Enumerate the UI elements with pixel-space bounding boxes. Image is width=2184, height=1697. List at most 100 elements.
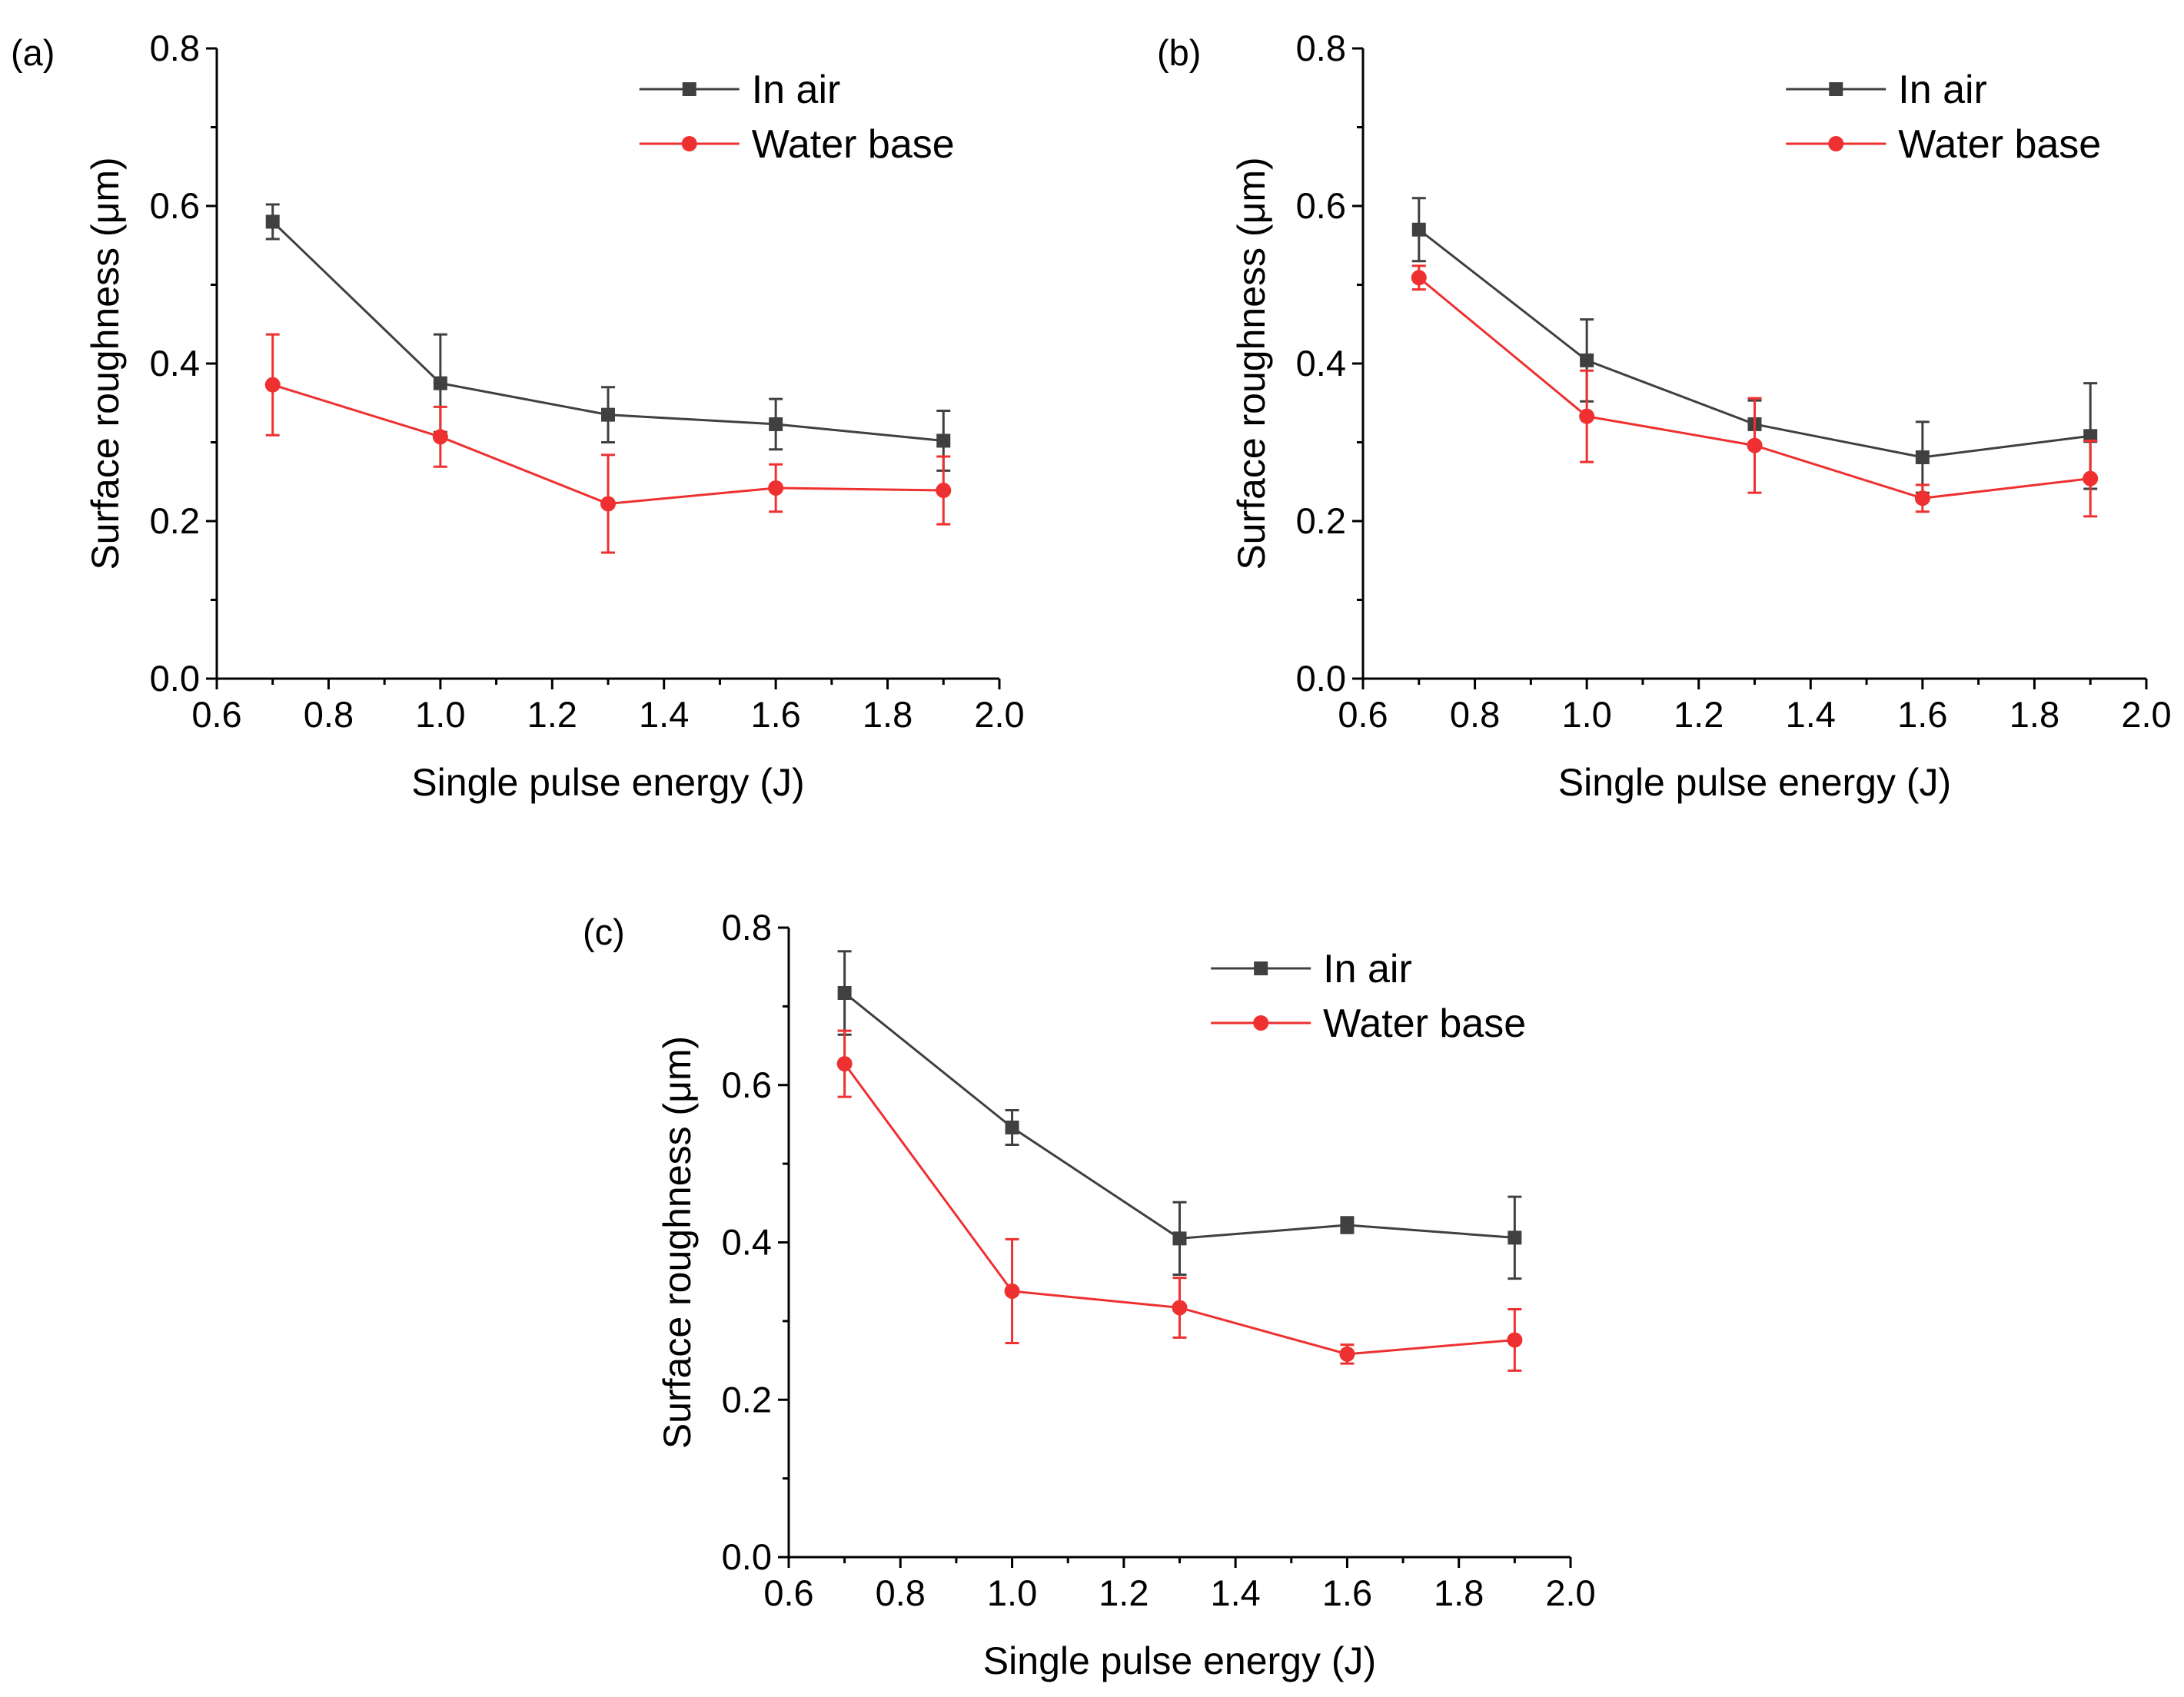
legend-label: In air bbox=[1898, 68, 1987, 112]
y-tick-label: 0.0 bbox=[150, 658, 200, 699]
x-tick-label: 1.2 bbox=[1099, 1572, 1149, 1613]
y-tick-label: 0.4 bbox=[722, 1222, 772, 1263]
legend-label: In air bbox=[752, 68, 841, 112]
data-point bbox=[601, 407, 615, 422]
data-point bbox=[1411, 270, 1427, 286]
legend-marker bbox=[1829, 82, 1843, 96]
data-point bbox=[1340, 1217, 1355, 1232]
data-point bbox=[1339, 1346, 1355, 1362]
data-point bbox=[1915, 450, 1930, 464]
y-tick-label: 0.8 bbox=[1296, 28, 1346, 68]
series-in-air bbox=[837, 950, 1522, 1280]
x-axis-title: Single pulse energy (J) bbox=[411, 761, 804, 804]
x-tick-label: 1.6 bbox=[750, 694, 800, 735]
data-point bbox=[769, 417, 783, 431]
data-point bbox=[1172, 1231, 1187, 1246]
x-tick-label: 0.6 bbox=[763, 1572, 813, 1613]
series-water-base bbox=[836, 1029, 1523, 1372]
x-tick-label: 1.2 bbox=[527, 694, 577, 735]
legend-item: In air bbox=[639, 68, 841, 112]
legend-marker bbox=[1828, 136, 1844, 151]
x-axis-title: Single pulse energy (J) bbox=[1558, 761, 1951, 804]
data-point bbox=[768, 480, 784, 496]
legend-label: Water base bbox=[1323, 1001, 1526, 1046]
y-tick-label: 0.4 bbox=[1296, 343, 1346, 384]
y-tick-label: 0.6 bbox=[150, 185, 200, 226]
y-tick-label: 0.2 bbox=[722, 1379, 772, 1420]
x-tick-label: 1.4 bbox=[1210, 1572, 1260, 1613]
data-point bbox=[2083, 470, 2099, 487]
data-point bbox=[936, 433, 951, 448]
legend-item: In air bbox=[1786, 68, 1987, 112]
data-point bbox=[1411, 222, 1426, 237]
legend-item: Water base bbox=[639, 122, 955, 167]
data-point bbox=[600, 496, 616, 512]
data-point bbox=[1172, 1300, 1188, 1316]
y-tick-label: 0.0 bbox=[722, 1536, 772, 1577]
x-tick-label: 1.0 bbox=[1561, 694, 1611, 735]
data-point bbox=[432, 429, 448, 445]
y-axis-title: Surface roughness (μm) bbox=[84, 157, 127, 570]
y-axis-title: Surface roughness (μm) bbox=[1230, 157, 1273, 570]
x-tick-label: 0.6 bbox=[1338, 694, 1388, 735]
y-tick-label: 0.2 bbox=[1296, 500, 1346, 541]
data-point bbox=[837, 985, 852, 1000]
data-point bbox=[1004, 1283, 1020, 1299]
legend-label: Water base bbox=[1898, 122, 2101, 167]
x-tick-label: 1.8 bbox=[863, 694, 912, 735]
x-tick-label: 1.0 bbox=[987, 1572, 1037, 1613]
chart-panel: 0.0 0.2 0.4 0.6 0.8 0.6 0.8 1.0 1.2 1.4 1.6 1.8 2.0 S… bbox=[11, 28, 1025, 804]
data-point bbox=[2083, 429, 2098, 443]
legend-label: In air bbox=[1323, 947, 1412, 991]
x-tick-label: 2.0 bbox=[1545, 1572, 1595, 1613]
x-tick-label: 1.4 bbox=[639, 694, 689, 735]
legend-marker bbox=[682, 82, 696, 96]
series-water-base bbox=[1411, 264, 2099, 518]
y-tick-label: 0.8 bbox=[150, 28, 200, 68]
x-tick-label: 1.4 bbox=[1786, 694, 1836, 735]
data-point bbox=[1507, 1332, 1523, 1348]
panel-label: (a) bbox=[11, 32, 55, 73]
x-tick-label: 0.8 bbox=[304, 694, 354, 735]
x-tick-label: 1.8 bbox=[1434, 1572, 1484, 1613]
series-in-air bbox=[265, 203, 951, 472]
legend-marker bbox=[681, 136, 697, 151]
panel-label: (b) bbox=[1157, 32, 1201, 73]
series-water-base bbox=[264, 333, 952, 554]
y-tick-label: 0.0 bbox=[1296, 658, 1346, 699]
legend-item: Water base bbox=[1786, 122, 2101, 167]
legend-item: In air bbox=[1211, 947, 1412, 991]
legend-item: Water base bbox=[1211, 1001, 1526, 1046]
data-point bbox=[433, 376, 447, 390]
x-tick-label: 0.6 bbox=[191, 694, 241, 735]
data-point bbox=[836, 1056, 853, 1072]
x-tick-label: 1.6 bbox=[1897, 694, 1947, 735]
panel-label: (c) bbox=[583, 912, 625, 952]
x-tick-label: 1.0 bbox=[415, 694, 465, 735]
y-tick-label: 0.4 bbox=[150, 343, 200, 384]
x-axis-title: Single pulse energy (J) bbox=[983, 1639, 1376, 1682]
x-tick-label: 0.8 bbox=[1450, 694, 1500, 735]
data-point bbox=[265, 214, 280, 229]
y-axis-title: Surface roughness (μm) bbox=[656, 1036, 699, 1449]
data-point bbox=[264, 377, 281, 393]
legend-marker bbox=[1254, 961, 1268, 975]
data-point bbox=[1579, 408, 1595, 424]
x-tick-label: 2.0 bbox=[974, 694, 1024, 735]
x-tick-label: 0.8 bbox=[876, 1572, 926, 1613]
data-point bbox=[1005, 1121, 1019, 1135]
y-tick-label: 0.6 bbox=[1296, 185, 1346, 226]
legend-marker bbox=[1253, 1015, 1269, 1031]
x-tick-label: 2.0 bbox=[2121, 694, 2171, 735]
x-tick-label: 1.8 bbox=[2009, 694, 2059, 735]
data-point bbox=[936, 483, 952, 499]
y-tick-label: 0.2 bbox=[150, 500, 200, 541]
x-tick-label: 1.2 bbox=[1674, 694, 1724, 735]
chart-panel: 0.0 0.2 0.4 0.6 0.8 0.6 0.8 1.0 1.2 1.4 1.6 1.8 2.0 S… bbox=[1157, 28, 2172, 804]
chart-panel: 0.0 0.2 0.4 0.6 0.8 0.6 0.8 1.0 1.2 1.4 1.6 1.8 2.0 S… bbox=[583, 907, 1596, 1682]
data-point bbox=[1580, 353, 1594, 367]
data-point bbox=[1914, 490, 1930, 506]
y-tick-label: 0.8 bbox=[722, 907, 772, 948]
x-tick-label: 1.6 bbox=[1322, 1572, 1372, 1613]
